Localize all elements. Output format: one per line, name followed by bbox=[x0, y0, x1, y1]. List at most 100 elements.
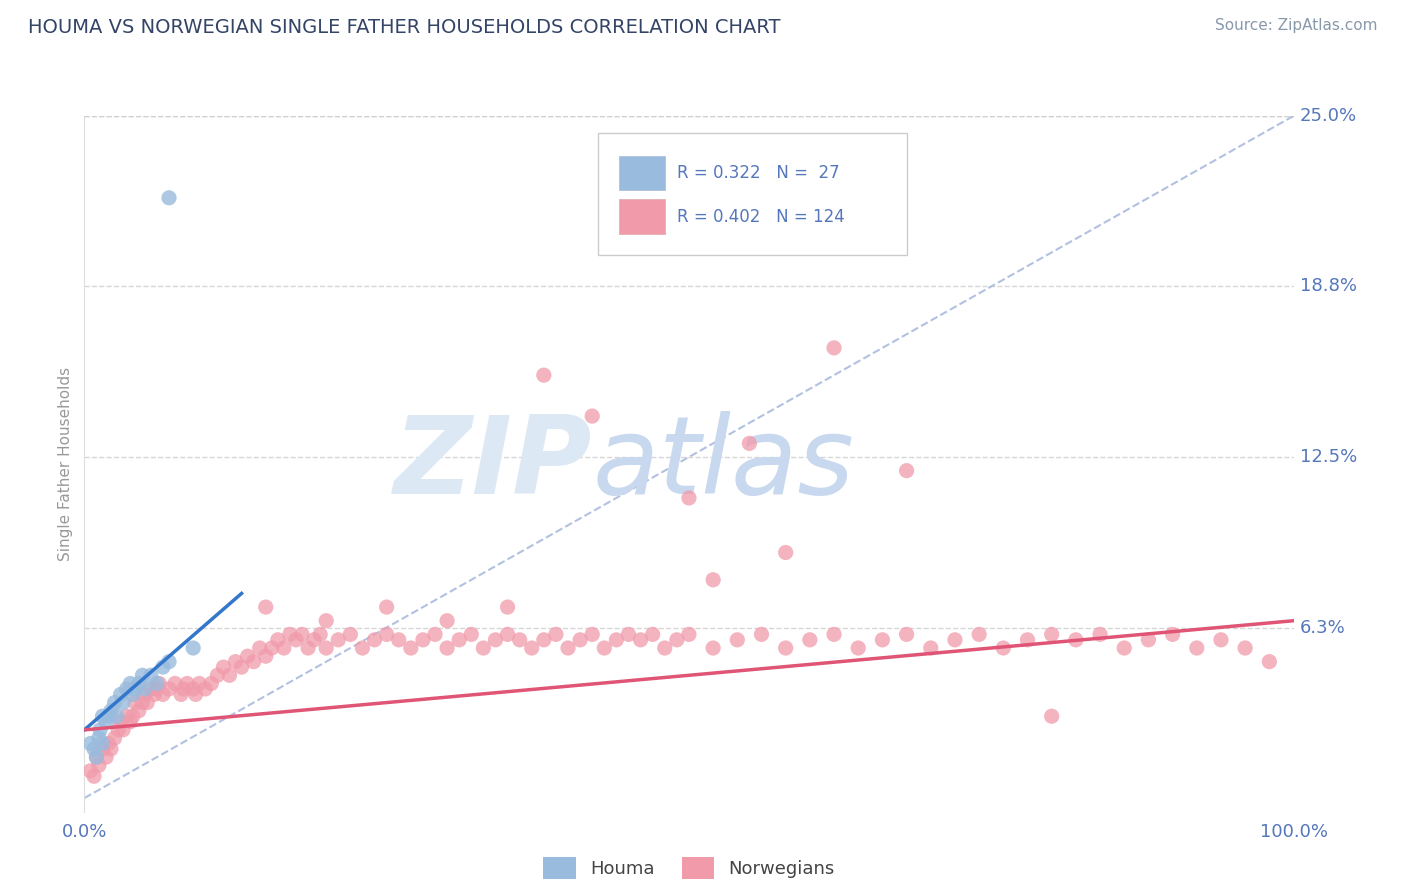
Text: HOUMA VS NORWEGIAN SINGLE FATHER HOUSEHOLDS CORRELATION CHART: HOUMA VS NORWEGIAN SINGLE FATHER HOUSEHO… bbox=[28, 18, 780, 37]
Point bbox=[254, 600, 277, 615]
Point bbox=[110, 714, 132, 729]
Point bbox=[1234, 640, 1257, 655]
Point bbox=[823, 627, 845, 641]
Text: 6.3%: 6.3% bbox=[1299, 618, 1346, 637]
Point bbox=[738, 436, 761, 450]
Point bbox=[121, 709, 143, 723]
Point bbox=[97, 709, 120, 723]
Point bbox=[284, 632, 308, 647]
Point bbox=[509, 632, 531, 647]
Point bbox=[79, 737, 101, 751]
Point bbox=[134, 687, 156, 701]
Point bbox=[148, 676, 170, 690]
Point bbox=[775, 545, 797, 559]
Point bbox=[124, 696, 146, 710]
Point bbox=[593, 640, 616, 655]
Point bbox=[630, 632, 652, 647]
Point bbox=[136, 696, 159, 710]
Point bbox=[1258, 655, 1281, 669]
Point bbox=[128, 676, 150, 690]
Point bbox=[254, 649, 277, 664]
Point bbox=[146, 681, 169, 696]
Point bbox=[152, 660, 174, 674]
Point bbox=[460, 627, 482, 641]
Point bbox=[581, 409, 603, 423]
Point bbox=[242, 655, 264, 669]
Point bbox=[1209, 632, 1232, 647]
Point bbox=[152, 687, 174, 701]
Point bbox=[436, 614, 458, 628]
Point bbox=[605, 632, 627, 647]
Text: atlas: atlas bbox=[592, 411, 853, 516]
Point bbox=[120, 714, 142, 729]
Point bbox=[107, 723, 129, 737]
Point bbox=[267, 632, 290, 647]
Point bbox=[1137, 632, 1160, 647]
Point bbox=[315, 614, 337, 628]
Point bbox=[496, 600, 519, 615]
Point bbox=[1040, 709, 1063, 723]
Point bbox=[449, 632, 471, 647]
Point bbox=[260, 640, 283, 655]
Point bbox=[94, 714, 117, 729]
Point bbox=[110, 687, 132, 701]
Point bbox=[200, 676, 222, 690]
Point bbox=[993, 640, 1015, 655]
Text: Source: ZipAtlas.com: Source: ZipAtlas.com bbox=[1215, 18, 1378, 33]
Point bbox=[1088, 627, 1111, 641]
Point bbox=[725, 632, 748, 647]
Point bbox=[225, 655, 247, 669]
Point bbox=[1114, 640, 1136, 655]
Point bbox=[139, 668, 162, 682]
Point bbox=[184, 687, 207, 701]
Point bbox=[131, 696, 153, 710]
Text: R = 0.402   N = 124: R = 0.402 N = 124 bbox=[676, 208, 845, 226]
Point bbox=[134, 681, 156, 696]
Point bbox=[188, 676, 211, 690]
Point bbox=[273, 640, 295, 655]
Point bbox=[83, 742, 105, 756]
Point bbox=[100, 742, 122, 756]
Point bbox=[231, 660, 253, 674]
Point bbox=[157, 681, 180, 696]
Point bbox=[157, 655, 180, 669]
Point bbox=[315, 640, 337, 655]
Point bbox=[121, 687, 143, 701]
Point bbox=[131, 668, 153, 682]
Point bbox=[1185, 640, 1208, 655]
Point bbox=[86, 750, 108, 764]
Point bbox=[207, 668, 229, 682]
Text: R = 0.322   N =  27: R = 0.322 N = 27 bbox=[676, 164, 839, 182]
Point bbox=[181, 681, 204, 696]
Point bbox=[617, 627, 640, 641]
Point bbox=[484, 632, 506, 647]
Legend: Houma, Norwegians: Houma, Norwegians bbox=[543, 857, 835, 880]
Point bbox=[87, 731, 110, 745]
Point bbox=[665, 632, 688, 647]
FancyBboxPatch shape bbox=[619, 200, 665, 235]
Point bbox=[291, 627, 314, 641]
Point bbox=[143, 687, 166, 701]
Text: ZIP: ZIP bbox=[394, 411, 592, 516]
Point bbox=[702, 573, 724, 587]
Point bbox=[896, 464, 918, 478]
Point bbox=[79, 764, 101, 778]
Point bbox=[846, 640, 869, 655]
Point bbox=[139, 681, 162, 696]
Point bbox=[91, 709, 114, 723]
Point bbox=[157, 191, 180, 205]
Point bbox=[115, 681, 138, 696]
Text: 12.5%: 12.5% bbox=[1299, 448, 1357, 466]
Point bbox=[375, 600, 398, 615]
Point bbox=[212, 660, 235, 674]
Point bbox=[678, 627, 700, 641]
Point bbox=[112, 696, 135, 710]
Point bbox=[100, 704, 122, 718]
Point bbox=[496, 627, 519, 641]
Point bbox=[120, 676, 142, 690]
Point bbox=[581, 627, 603, 641]
Point bbox=[176, 676, 198, 690]
Point bbox=[1017, 632, 1039, 647]
Point bbox=[328, 632, 350, 647]
Point bbox=[302, 632, 325, 647]
